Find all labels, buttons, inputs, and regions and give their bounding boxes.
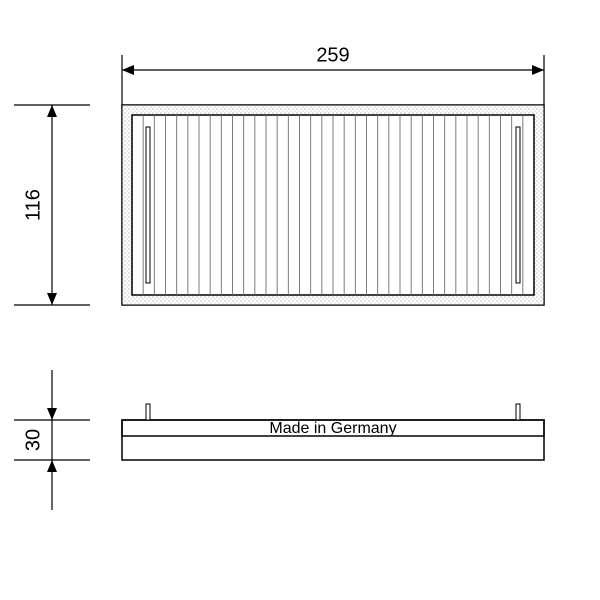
origin-note: Made in Germany — [269, 420, 396, 437]
dim-width: 259 — [316, 44, 349, 66]
dim-thickness: 30 — [22, 429, 44, 451]
top-view — [122, 105, 544, 305]
dim-height: 116 — [22, 189, 44, 221]
